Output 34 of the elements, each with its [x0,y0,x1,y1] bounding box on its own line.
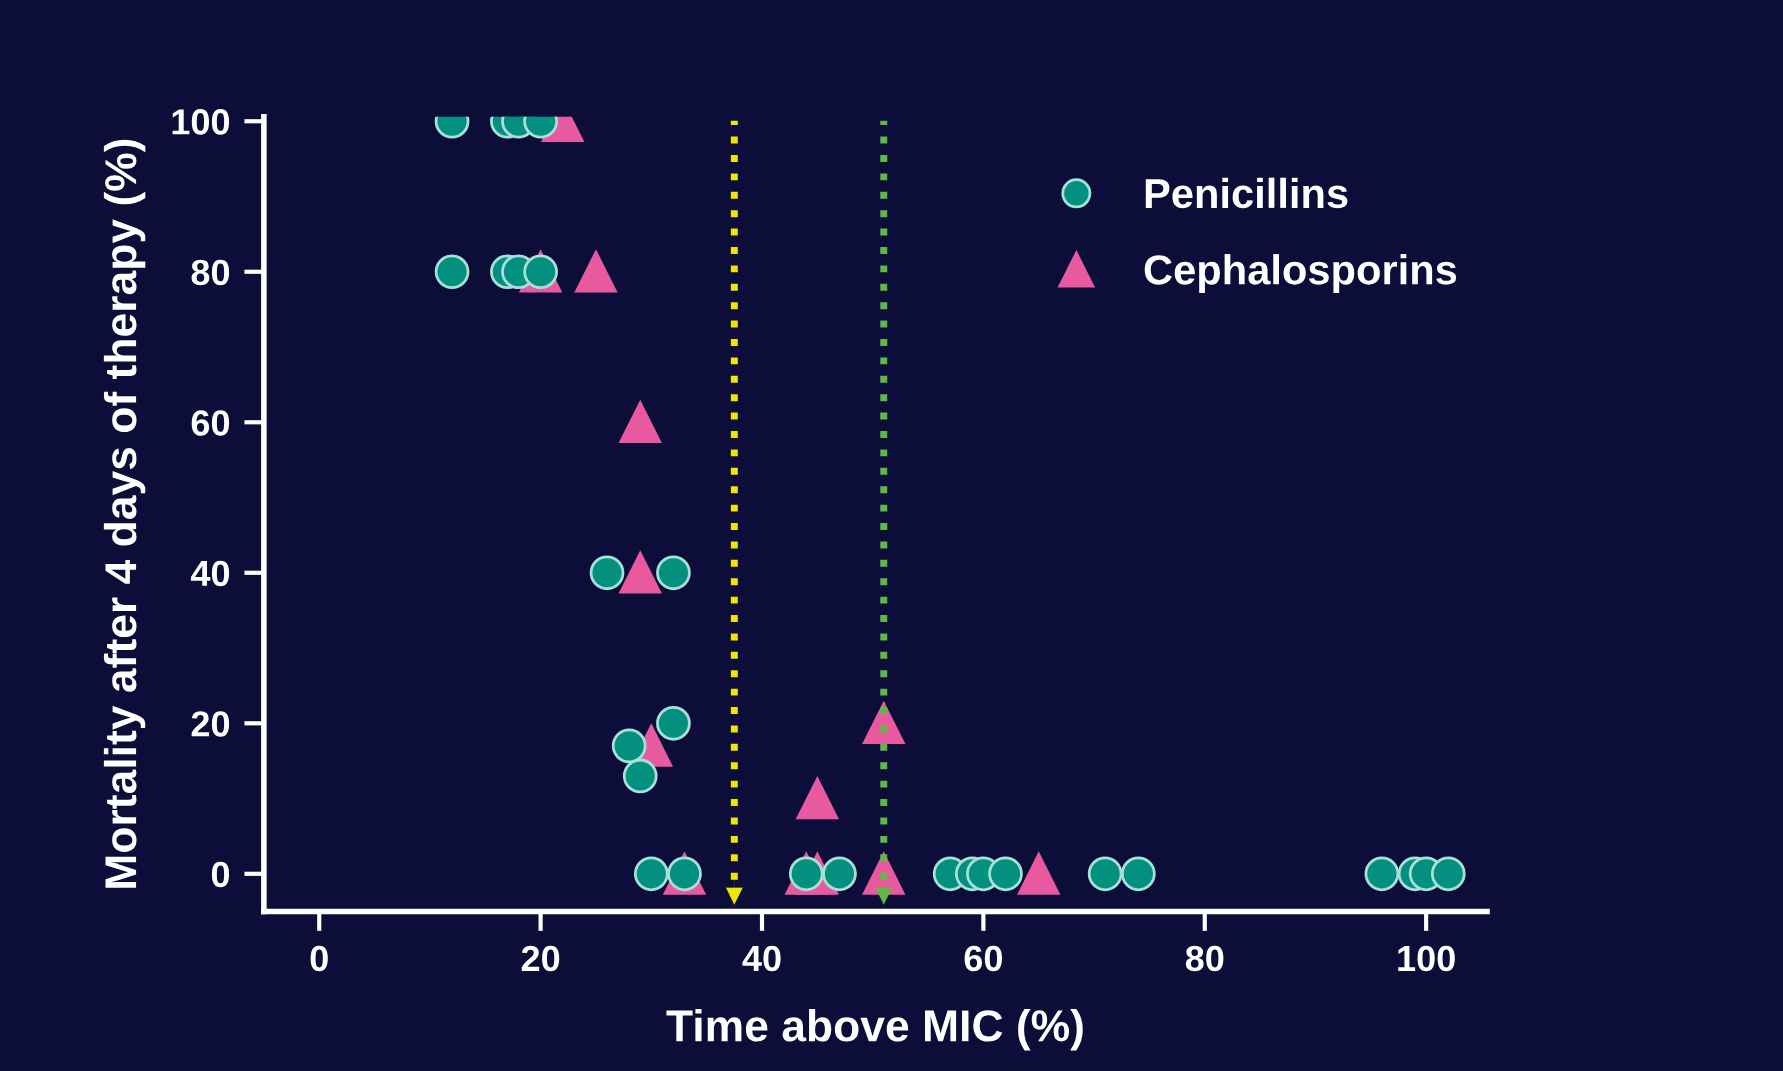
y-tick-label: 0 [211,861,230,888]
point [619,551,662,594]
point [796,777,839,820]
y-tick-label: 60 [191,410,230,436]
point [1364,856,1400,892]
x-tick-label: 40 [742,945,781,972]
legend-label: Penicillins [1145,177,1348,209]
point [1120,856,1156,892]
y-tick-label: 40 [190,560,230,587]
point [611,728,647,764]
point [1087,856,1123,892]
point [1430,856,1466,892]
point [988,856,1023,892]
x-tick-label: 60 [964,945,1002,972]
legend-label: Cephalosporins [1144,254,1457,293]
x-axis-title: Time above MIC (%) [666,1008,1083,1051]
point [622,758,658,794]
point [633,856,669,892]
y-axis-title: Mortality after 4 days of therapy (%) [103,139,146,888]
point [656,705,691,741]
point [619,401,662,444]
x-tick-label: 100 [1398,945,1455,972]
x-tick-label: 20 [521,945,560,972]
x-tick-label: 80 [1185,945,1224,972]
point [656,555,691,591]
point [575,250,617,293]
y-tick-label: 100 [172,109,230,135]
point [434,254,470,290]
point [589,555,625,591]
point [822,856,857,892]
x-tick-label: 0 [310,945,328,972]
y-tick-label: 20 [191,711,230,737]
y-tick-label: 80 [191,259,230,286]
point [1017,852,1060,895]
